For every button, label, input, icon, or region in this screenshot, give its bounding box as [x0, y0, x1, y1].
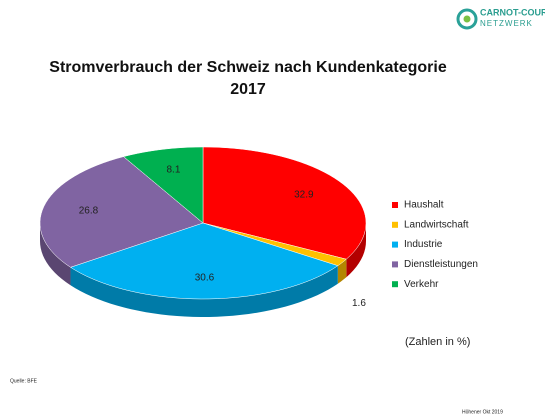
- note: (Zahlen in %): [405, 336, 470, 348]
- legend-swatch: [392, 241, 398, 248]
- slice: [69, 222, 339, 300]
- legend-swatch: [392, 202, 398, 208]
- source: Quelle: BFE: [10, 378, 38, 384]
- legend-swatch: [392, 261, 398, 268]
- slice-side: [337, 259, 347, 284]
- logo-text: NETZWERK: [480, 19, 533, 28]
- slice-side: [346, 223, 366, 278]
- slice: [123, 146, 204, 224]
- logo-dot: [463, 15, 471, 23]
- legend-label: Dienstleistungen: [404, 259, 478, 270]
- legend-swatch: [392, 221, 398, 228]
- legend-label: Landwirtschaft: [404, 219, 469, 230]
- legend-swatch: [392, 281, 398, 288]
- slice: [202, 146, 367, 260]
- logo: CARNOT-COURNOT NETZWERK: [456, 7, 545, 30]
- logo-ring: [456, 8, 478, 30]
- chart-title: 2017: [230, 81, 266, 98]
- slice-side: [70, 265, 338, 317]
- pie: 32.9 1.6 30.6 26.8 8.1: [39, 146, 367, 317]
- legend-label: Verkehr: [404, 279, 439, 290]
- data-label: 8.1: [167, 165, 181, 176]
- legend-label: Industrie: [404, 239, 443, 250]
- logo-text: CARNOT-COURNOT: [480, 7, 545, 17]
- data-label: 32.9: [294, 190, 314, 201]
- legend-label: Haushalt: [404, 200, 444, 211]
- data-label: 1.6: [352, 298, 366, 309]
- footer: Höhener Okt 2019: [462, 409, 503, 415]
- chart-title: Stromverbrauch der Schweiz nach Kundenka…: [49, 59, 447, 76]
- data-label: 26.8: [79, 206, 99, 217]
- slice-side: [40, 223, 71, 286]
- slice: [39, 156, 204, 268]
- data-label: 30.6: [195, 272, 215, 283]
